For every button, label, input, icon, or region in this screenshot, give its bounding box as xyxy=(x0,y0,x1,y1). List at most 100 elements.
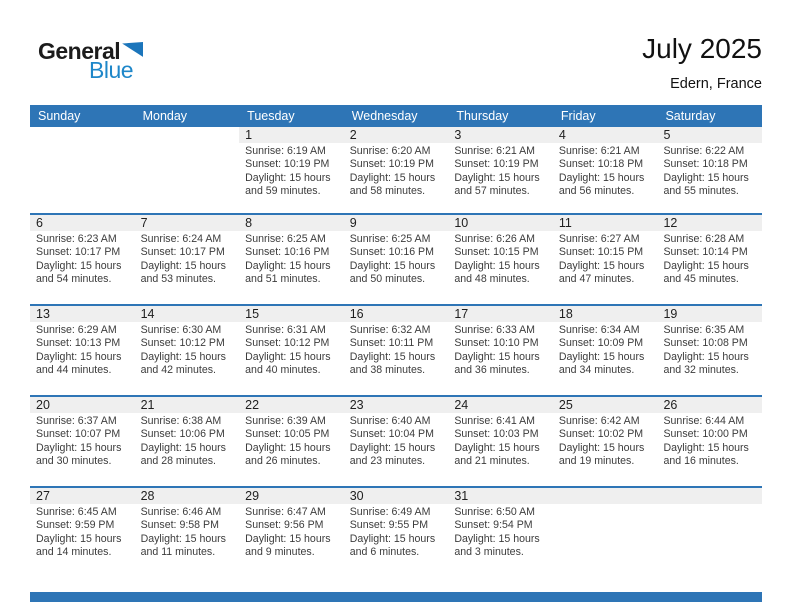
detail-line: Sunrise: 6:25 AM xyxy=(349,233,431,245)
detail-line: Sunset: 10:12 PM xyxy=(245,337,330,350)
detail-line: Sunrise: 6:30 AM xyxy=(140,324,222,336)
detail-line: Sunrise: 6:38 AM xyxy=(140,415,222,427)
weekday-label-sunday: Sunday xyxy=(38,109,81,123)
day-number: 23 xyxy=(343,397,449,413)
detail-line: Sunset: 10:16 PM xyxy=(245,246,330,259)
detail-line: Daylight: 15 hours and 45 minutes. xyxy=(663,259,749,285)
detail-line: Daylight: 15 hours and 36 minutes. xyxy=(454,350,540,376)
day-number-empty xyxy=(657,488,763,504)
detail-line: Sunrise: 6:37 AM xyxy=(36,415,117,427)
detail-line: Sunset: 10:19 PM xyxy=(349,158,434,171)
detail-line: Sunrise: 6:31 AM xyxy=(245,324,326,336)
detail-line: Sunrise: 6:27 AM xyxy=(558,233,640,245)
footer-bar xyxy=(30,592,762,602)
day-details: Sunrise: 6:42 AM Sunset: 10:02 PM Daylight… xyxy=(553,413,658,468)
detail-line: Sunset: 10:16 PM xyxy=(349,246,434,259)
day-number: 7 xyxy=(134,215,240,231)
day-number-empty xyxy=(552,488,658,504)
day-cell-15: 15 Sunrise: 6:31 AM Sunset: 10:12 PM Daylig… xyxy=(239,306,344,395)
day-details: Sunrise: 6:21 AM Sunset: 10:19 PM Daylight… xyxy=(448,143,553,198)
day-number: 31 xyxy=(448,488,553,504)
detail-line: Sunrise: 6:33 AM xyxy=(454,324,535,336)
day-number: 5 xyxy=(657,127,763,143)
day-details: Sunrise: 6:39 AM Sunset: 10:05 PM Daylight… xyxy=(239,413,344,468)
weekday-label-tuesday: Tuesday xyxy=(247,109,295,123)
detail-line: Daylight: 15 hours and 50 minutes. xyxy=(349,259,436,285)
day-number: 3 xyxy=(448,127,553,143)
week-row-5: 27 Sunrise: 6:45 AM Sunset: 9:59 PM Dayligh… xyxy=(30,486,763,577)
detail-line: Sunrise: 6:20 AM xyxy=(349,145,431,157)
detail-line: Daylight: 15 hours and 3 minutes. xyxy=(454,532,540,558)
day-number: 17 xyxy=(448,306,553,322)
day-number: 22 xyxy=(239,397,344,413)
detail-line: Daylight: 15 hours and 6 minutes. xyxy=(349,532,436,558)
detail-line: Sunset: 10:10 PM xyxy=(454,337,539,350)
detail-line: Sunset: 10:07 PM xyxy=(36,428,121,441)
detail-line: Daylight: 15 hours and 14 minutes. xyxy=(36,532,122,558)
day-details: Sunrise: 6:44 AM Sunset: 10:00 PM Daylight… xyxy=(657,413,762,468)
day-cell-30: 30 Sunrise: 6:49 AM Sunset: 9:55 PM Dayligh… xyxy=(343,488,449,577)
day-cell-20: 20 Sunrise: 6:37 AM Sunset: 10:07 PM Daylig… xyxy=(30,397,135,486)
day-details: Sunrise: 6:33 AM Sunset: 10:10 PM Daylight… xyxy=(448,322,553,377)
day-details: Sunrise: 6:29 AM Sunset: 10:13 PM Daylight… xyxy=(30,322,135,377)
detail-line: Sunrise: 6:39 AM xyxy=(245,415,326,427)
day-number: 12 xyxy=(657,215,763,231)
detail-line: Sunset: 10:04 PM xyxy=(349,428,434,441)
empty-day-cell xyxy=(657,488,763,577)
day-cell-26: 26 Sunrise: 6:44 AM Sunset: 10:00 PM Daylig… xyxy=(657,397,763,486)
weekday-label-saturday: Saturday xyxy=(665,109,716,123)
detail-line: Sunrise: 6:46 AM xyxy=(140,506,222,518)
weekday-label-wednesday: Wednesday xyxy=(351,109,418,123)
day-cell-28: 28 Sunrise: 6:46 AM Sunset: 9:58 PM Dayligh… xyxy=(134,488,240,577)
day-cell-22: 22 Sunrise: 6:39 AM Sunset: 10:05 PM Daylig… xyxy=(239,397,344,486)
day-details: Sunrise: 6:35 AM Sunset: 10:08 PM Daylight… xyxy=(657,322,762,377)
day-number-empty xyxy=(30,127,135,143)
detail-line: Sunrise: 6:21 AM xyxy=(558,145,640,157)
day-number: 8 xyxy=(239,215,344,231)
empty-day-cell xyxy=(135,127,240,213)
day-cell-9: 9 Sunrise: 6:25 AM Sunset: 10:16 PM Dayligh… xyxy=(343,215,449,304)
detail-line: Sunrise: 6:41 AM xyxy=(454,415,535,427)
calendar-table: Sunday Monday Tuesday Wednesday Thursday Frid… xyxy=(30,105,763,577)
detail-line: Sunset: 10:02 PM xyxy=(558,428,644,441)
day-cell-13: 13 Sunrise: 6:29 AM Sunset: 10:13 PM Daylig… xyxy=(30,306,135,395)
detail-line: Sunset: 9:59 PM xyxy=(36,519,115,532)
weekday-header-row: Sunday Monday Tuesday Wednesday Thursday Frid… xyxy=(30,105,762,127)
day-number: 21 xyxy=(134,397,240,413)
day-cell-2: 2 Sunrise: 6:20 AM Sunset: 10:19 PM Dayligh… xyxy=(343,127,449,213)
detail-line: Sunrise: 6:44 AM xyxy=(663,415,745,427)
detail-line: Sunrise: 6:21 AM xyxy=(454,145,535,157)
detail-line: Sunrise: 6:28 AM xyxy=(663,233,745,245)
detail-line: Daylight: 15 hours and 30 minutes. xyxy=(36,441,122,467)
logo-triangle-icon xyxy=(122,42,144,57)
detail-line: Sunrise: 6:35 AM xyxy=(663,324,745,336)
day-details: Sunrise: 6:45 AM Sunset: 9:59 PM Daylight:… xyxy=(30,504,135,559)
day-cell-3: 3 Sunrise: 6:21 AM Sunset: 10:19 PM Dayligh… xyxy=(448,127,553,213)
detail-line: Daylight: 15 hours and 28 minutes. xyxy=(140,441,226,467)
day-number: 25 xyxy=(552,397,658,413)
detail-line: Daylight: 15 hours and 38 minutes. xyxy=(349,350,436,376)
detail-line: Daylight: 15 hours and 55 minutes. xyxy=(663,171,749,197)
day-cell-12: 12 Sunrise: 6:28 AM Sunset: 10:14 PM Daylig… xyxy=(657,215,763,304)
day-number: 19 xyxy=(657,306,763,322)
detail-line: Sunrise: 6:22 AM xyxy=(663,145,745,157)
detail-line: Daylight: 15 hours and 48 minutes. xyxy=(454,259,540,285)
detail-line: Sunrise: 6:40 AM xyxy=(349,415,431,427)
day-details: Sunrise: 6:28 AM Sunset: 10:14 PM Daylight… xyxy=(657,231,762,286)
day-cell-4: 4 Sunrise: 6:21 AM Sunset: 10:18 PM Dayligh… xyxy=(552,127,658,213)
detail-line: Daylight: 15 hours and 23 minutes. xyxy=(349,441,436,467)
detail-line: Daylight: 15 hours and 44 minutes. xyxy=(36,350,122,376)
detail-line: Sunrise: 6:49 AM xyxy=(349,506,431,518)
day-cell-21: 21 Sunrise: 6:38 AM Sunset: 10:06 PM Daylig… xyxy=(134,397,240,486)
day-cell-1: 1 Sunrise: 6:19 AM Sunset: 10:19 PM Dayligh… xyxy=(239,127,344,213)
detail-line: Sunrise: 6:47 AM xyxy=(245,506,326,518)
day-number: 13 xyxy=(30,306,135,322)
detail-line: Sunset: 10:09 PM xyxy=(558,337,644,350)
day-cell-18: 18 Sunrise: 6:34 AM Sunset: 10:09 PM Daylig… xyxy=(552,306,658,395)
day-cell-6: 6 Sunrise: 6:23 AM Sunset: 10:17 PM Dayligh… xyxy=(30,215,135,304)
day-cell-5: 5 Sunrise: 6:22 AM Sunset: 10:18 PM Dayligh… xyxy=(657,127,763,213)
detail-line: Sunset: 10:17 PM xyxy=(140,246,225,259)
day-cell-7: 7 Sunrise: 6:24 AM Sunset: 10:17 PM Dayligh… xyxy=(134,215,240,304)
detail-line: Daylight: 15 hours and 32 minutes. xyxy=(663,350,749,376)
day-number: 1 xyxy=(239,127,344,143)
